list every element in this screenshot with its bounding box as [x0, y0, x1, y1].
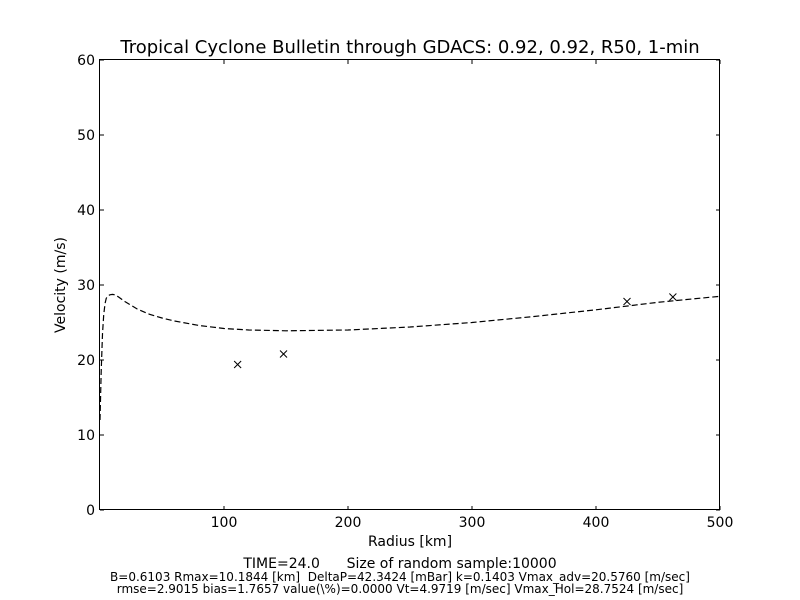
x-tick-label: 200 [335, 515, 362, 531]
data-point-marker [669, 293, 677, 301]
y-tick-label: 20 [77, 353, 95, 369]
x-tick-label: 300 [459, 515, 486, 531]
y-tick-label: 60 [77, 53, 95, 69]
footer-statistics: rmse=2.9015 bias=1.7657 value(\%)=0.0000… [116, 582, 684, 596]
footer-parameters: B=0.6103 Rmax=10.1844 [km] DeltaP=42.342… [110, 570, 690, 584]
x-tick-label: 500 [707, 515, 734, 531]
y-axis-label: Velocity (m/s) [53, 237, 69, 333]
x-tick-label: 100 [211, 515, 238, 531]
chart-title: Tropical Cyclone Bulletin through GDACS:… [119, 37, 699, 58]
plot-frame [99, 59, 720, 510]
y-tick-label: 0 [86, 503, 95, 519]
plot-area [99, 293, 721, 421]
y-tick-label: 30 [77, 278, 95, 294]
y-tick-label: 40 [77, 203, 95, 219]
data-point-marker [233, 360, 242, 369]
footer-summary: TIME=24.0 Size of random sample:10000 [243, 556, 557, 572]
x-tick-label: 400 [583, 515, 610, 531]
data-point-marker [623, 297, 631, 306]
y-tick-label: 50 [77, 128, 95, 144]
y-tick-label: 10 [77, 428, 95, 444]
x-axis-label: Radius [km] [368, 534, 452, 550]
axis-ticks: 100 200 300 400 500 0 10 20 30 40 50 60 [77, 53, 733, 531]
data-point-marker [279, 350, 288, 358]
series-line-profile [99, 293, 721, 421]
